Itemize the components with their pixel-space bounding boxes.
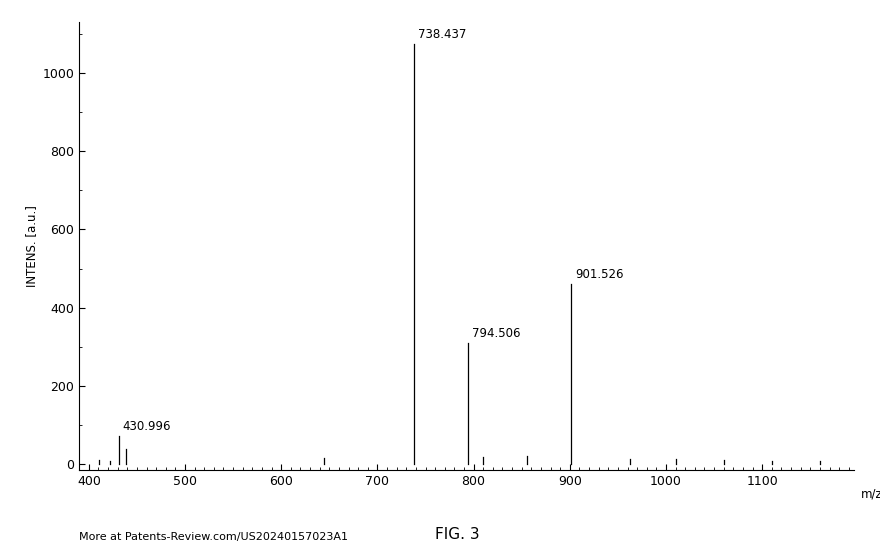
Text: 794.506: 794.506 — [473, 327, 521, 340]
Text: FIG. 3: FIG. 3 — [436, 527, 480, 542]
Text: m/z: m/z — [862, 488, 880, 501]
Text: 430.996: 430.996 — [122, 420, 171, 433]
Y-axis label: INTENS. [a.u.]: INTENS. [a.u.] — [26, 205, 39, 287]
Text: 738.437: 738.437 — [418, 28, 466, 40]
Text: 901.526: 901.526 — [576, 268, 624, 281]
Text: More at Patents-Review.com/US20240157023A1: More at Patents-Review.com/US20240157023… — [79, 532, 348, 542]
